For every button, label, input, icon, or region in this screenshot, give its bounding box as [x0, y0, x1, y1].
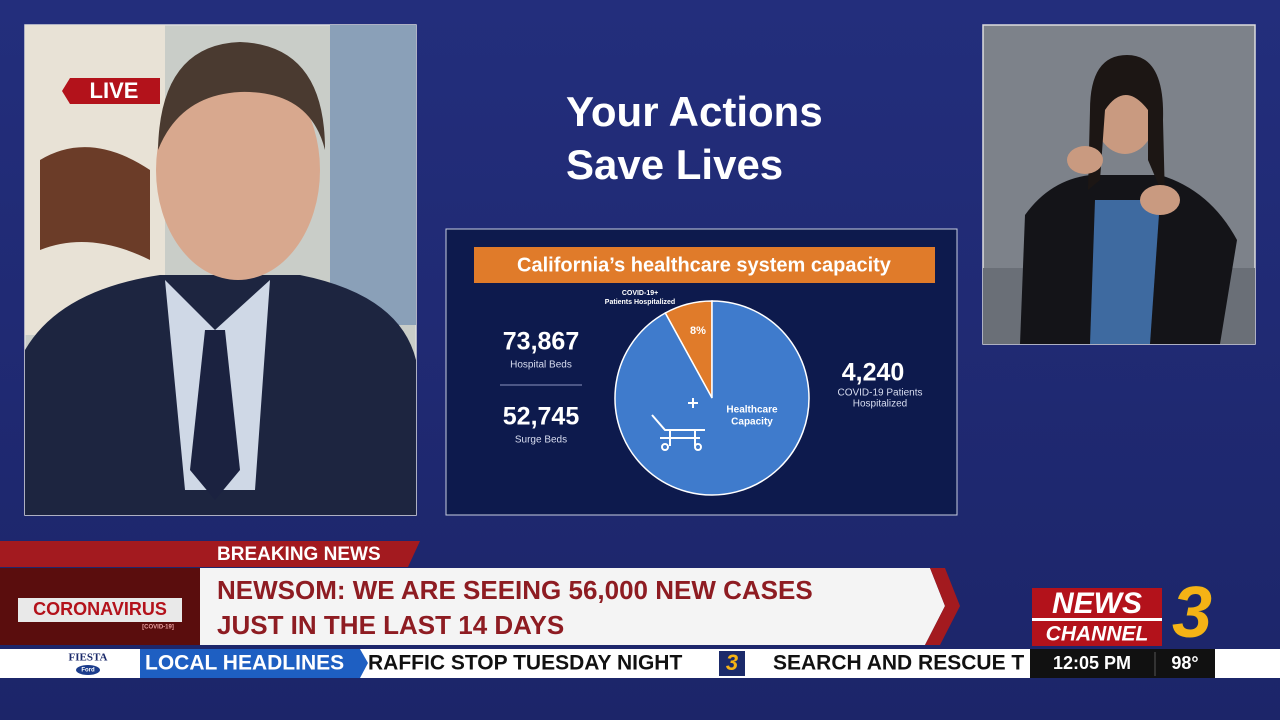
stat-value: 73,867: [503, 328, 579, 356]
interpreter-video: [982, 24, 1256, 345]
live-badge: LIVE: [62, 78, 160, 104]
stat-label: COVID-19 Patients: [837, 388, 922, 399]
ticker-separator: [719, 651, 745, 676]
sponsor-logo: [76, 665, 100, 675]
topic: CORONAVIRUS: [33, 599, 167, 619]
slice-label: Capacity: [731, 417, 773, 428]
slice-value-label: 8%: [690, 325, 706, 337]
slice-label: COVID-19+: [622, 290, 658, 297]
ticker-item: SEARCH AND RESCUE T: [773, 652, 1024, 675]
breaking-tag: [0, 541, 420, 567]
pie-chart: [614, 300, 810, 496]
chart-title: California’s healthcare system capacity: [517, 254, 892, 276]
topic-plate: [18, 598, 182, 622]
chart-title-bar: [474, 247, 935, 283]
logo-line: NEWS: [1052, 587, 1142, 620]
temperature: 98°: [1171, 653, 1198, 673]
stat-value: 52,745: [503, 403, 580, 431]
section-box: [140, 649, 368, 678]
headline-edge: [925, 568, 960, 645]
section: LOCAL HEADLINES: [145, 652, 344, 675]
sponsor: FIESTA: [69, 652, 108, 664]
ticker-separator-number: 3: [726, 650, 738, 675]
headline: NEWSOM: WE ARE SEEING 56,000 NEW CASES: [217, 575, 813, 605]
speaker-video: [24, 24, 417, 516]
logo-number: 3: [1172, 573, 1212, 653]
sponsor-sub: Ford: [81, 668, 95, 674]
breaking-text: BREAKING NEWS: [217, 544, 381, 565]
station-logo: NEWS CHANNEL 3: [1032, 572, 1214, 655]
slice-label: Patients Hospitalized: [605, 299, 675, 306]
live-text: LIVE: [90, 78, 139, 103]
stat-label: Surge Beds: [515, 435, 567, 446]
headline-box: [180, 568, 945, 645]
slice-label: Healthcare: [726, 405, 778, 416]
time-box: [1030, 649, 1215, 678]
slide-title: Your Actions: [566, 88, 823, 135]
topic-sub: [COVID-19]: [142, 625, 174, 631]
ticker-item: RAFFIC STOP TUESDAY NIGHT: [368, 652, 682, 675]
bed-icon: [651, 398, 705, 451]
slide-title: Save Lives: [566, 141, 783, 188]
time: 12:05 PM: [1053, 653, 1131, 673]
pie-slice: [614, 300, 810, 496]
stat-label: Hospitalized: [853, 399, 907, 410]
headline: JUST IN THE LAST 14 DAYS: [217, 610, 564, 640]
logo-line: CHANNEL: [1046, 623, 1149, 646]
stat-label: Hospital Beds: [510, 360, 572, 371]
stat-value: 4,240: [842, 359, 905, 387]
